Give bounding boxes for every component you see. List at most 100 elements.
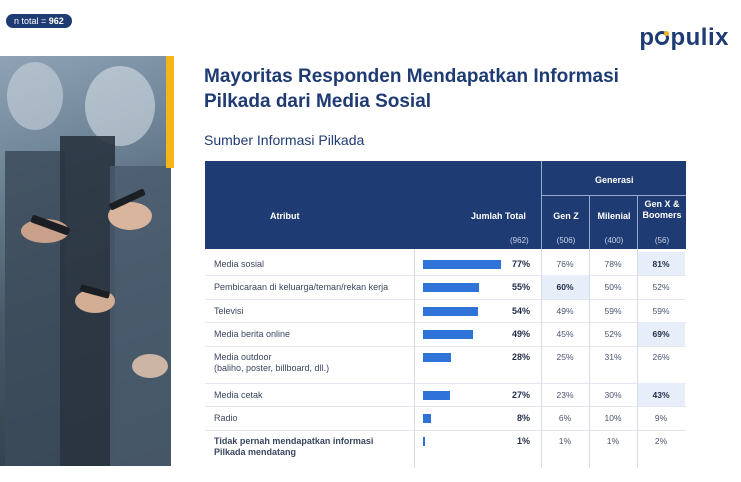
row-divider <box>205 383 686 384</box>
sample-size-value: 962 <box>48 16 64 26</box>
row-divider <box>205 430 686 431</box>
generation-value: 23% <box>556 390 574 400</box>
row-label: Media sosial <box>214 259 265 269</box>
table-subtitle: Sumber Informasi Pilkada <box>204 132 365 148</box>
highlight-cell <box>638 383 685 406</box>
header-atribut: Atribut <box>270 211 300 221</box>
generation-value: 2% <box>654 436 668 446</box>
row-label: Radio <box>214 413 238 423</box>
logo-text-end: pulix <box>670 24 729 51</box>
table-row: Media berita online 49% 45% 52% 69% <box>205 322 686 346</box>
generation-value: 78% <box>604 259 622 269</box>
header-column-n: (506) <box>556 236 576 245</box>
header-col-divider <box>637 195 638 249</box>
generation-value: 9% <box>654 413 668 423</box>
header-jumlah-total: Jumlah Total <box>471 211 526 221</box>
total-bar <box>423 437 425 446</box>
total-bar <box>423 260 501 269</box>
row-divider <box>205 299 686 300</box>
total-value: 1% <box>516 436 530 446</box>
table-row: Tidak pernah mendapatkan informasi Pilkad… <box>205 430 686 468</box>
generation-value: 69% <box>652 329 670 339</box>
row-label: Media cetak <box>214 390 263 400</box>
generation-value: 45% <box>556 329 574 339</box>
row-label: Pembicaraan di keluarga/teman/rekan kerj… <box>214 282 389 292</box>
total-value: 77% <box>511 259 530 269</box>
total-bar <box>423 307 478 316</box>
generation-value: 81% <box>652 259 670 269</box>
row-divider <box>205 346 686 347</box>
generation-value: 25% <box>556 352 574 362</box>
highlight-cell <box>638 322 685 346</box>
sample-size-badge: n total = 962 <box>6 14 72 28</box>
header-column-n: (400) <box>604 236 624 245</box>
header-column-n: (56) <box>654 236 670 245</box>
header-divider <box>541 195 686 196</box>
generation-value: 60% <box>556 282 574 292</box>
generation-value: 43% <box>652 390 670 400</box>
sample-size-prefix: n total = <box>14 16 49 26</box>
row-sublabel: (baliho, poster, billboard, dll.) <box>214 363 330 373</box>
generation-value: 6% <box>558 413 572 423</box>
row-label: Tidak pernah mendapatkan informasi Pilkad… <box>214 436 374 457</box>
table-row: Media sosial 77% 76% 78% 81% <box>205 252 686 275</box>
total-value: 8% <box>516 413 530 423</box>
generation-value: 1% <box>606 436 620 446</box>
total-bar <box>423 330 473 339</box>
row-divider <box>205 406 686 407</box>
generation-value: 49% <box>556 306 574 316</box>
generation-value: 50% <box>604 282 622 292</box>
logo-text-start: p <box>639 24 655 51</box>
total-bar <box>423 353 452 362</box>
generation-value: 52% <box>652 282 670 292</box>
table-row: Media cetak 27% 23% 30% 43% <box>205 383 686 406</box>
row-divider <box>205 275 686 276</box>
logo-mark <box>655 31 670 45</box>
generation-value: 10% <box>604 413 622 423</box>
generation-value: 59% <box>652 306 670 316</box>
total-bar <box>423 283 479 292</box>
generation-value: 59% <box>604 306 622 316</box>
row-sublabel: Pilkada mendatang <box>214 447 297 457</box>
column-divider <box>589 249 590 468</box>
header-column-1: Gen Z <box>553 211 579 221</box>
table-row: Radio 8% 6% 10% 9% <box>205 406 686 430</box>
highlight-cell <box>542 275 589 299</box>
table-row: Televisi 54% 49% 59% 59% <box>205 299 686 322</box>
generation-value: 52% <box>604 329 622 339</box>
header-col-divider <box>589 195 590 249</box>
header-generasi: Generasi <box>595 175 634 185</box>
total-value: 54% <box>511 306 530 316</box>
table-header: Atribut Jumlah Total (962) Generasi Gen … <box>205 161 686 249</box>
column-divider <box>541 249 542 468</box>
total-value: 49% <box>511 329 530 339</box>
generation-value: 76% <box>556 259 574 269</box>
generation-value: 30% <box>604 390 622 400</box>
total-value: 55% <box>511 282 530 292</box>
generation-value: 26% <box>652 352 670 362</box>
header-column-2: Milenial <box>597 211 631 221</box>
header-total-n: (962) <box>510 236 529 245</box>
populix-logo: p pulix <box>639 24 729 52</box>
generation-value: 1% <box>558 436 572 446</box>
header-col-divider <box>541 161 542 249</box>
row-divider <box>205 322 686 323</box>
generation-value: 31% <box>604 352 622 362</box>
row-label: Media outdoor (baliho, poster, billboard,… <box>214 352 330 373</box>
column-divider <box>414 249 415 468</box>
table-row: Media outdoor (baliho, poster, billboard,… <box>205 346 686 383</box>
people-with-phones-illustration <box>5 62 171 466</box>
hero-photo <box>0 56 171 466</box>
total-value: 28% <box>511 352 530 362</box>
total-bar <box>423 391 451 400</box>
total-value: 27% <box>511 390 530 400</box>
highlight-cell <box>638 252 685 275</box>
row-label: Televisi <box>214 306 244 316</box>
row-label: Media berita online <box>214 329 291 339</box>
header-column-3: Gen X & Boomers <box>642 199 682 220</box>
table-row: Pembicaraan di keluarga/teman/rekan kerj… <box>205 275 686 299</box>
page-title: Mayoritas Responden Mendapatkan Informas… <box>204 66 619 112</box>
column-divider <box>637 249 638 468</box>
total-bar <box>423 414 432 423</box>
title-accent-bar <box>166 56 174 168</box>
